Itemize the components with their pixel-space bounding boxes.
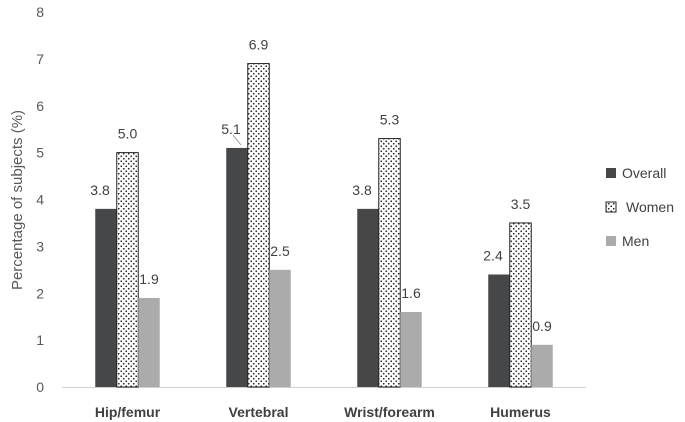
y-tick-label: 0 <box>36 379 44 395</box>
data-label-men: 1.6 <box>401 285 421 301</box>
bar-men-0 <box>138 297 160 387</box>
category-label: Hip/femur <box>95 404 161 420</box>
data-label-men: 0.9 <box>532 318 552 334</box>
bar-men-2 <box>400 312 422 387</box>
y-tick-label: 6 <box>36 98 44 114</box>
label-leader-line <box>232 134 242 146</box>
category-label: Wrist/forearm <box>344 404 435 420</box>
category-label: Humerus <box>490 404 551 420</box>
data-label-overall: 3.8 <box>352 182 372 198</box>
data-label-women: 5.0 <box>118 126 138 142</box>
bar-men-3 <box>531 344 553 387</box>
bar-overall-3 <box>488 274 510 387</box>
legend-label-overall: Overall <box>622 165 666 181</box>
y-axis-ticks: 0 1 2 3 4 5 6 7 8 <box>36 4 44 395</box>
data-label-men: 1.9 <box>139 271 159 287</box>
legend-swatch-overall <box>606 168 616 178</box>
y-tick-label: 2 <box>36 285 44 301</box>
bar-overall-2 <box>357 208 379 387</box>
y-axis-label: Percentage of subjects (%) <box>9 110 26 290</box>
legend-swatch-women <box>605 201 617 213</box>
data-label-women: 3.5 <box>511 196 531 212</box>
bar-overall-0 <box>95 208 117 387</box>
data-label-women: 6.9 <box>249 37 269 53</box>
y-tick-label: 3 <box>36 238 44 254</box>
y-tick-label: 1 <box>36 332 44 348</box>
bar-women-1 <box>247 63 270 388</box>
bars <box>95 63 553 388</box>
legend-label-men: Men <box>622 233 649 249</box>
bar-women-2 <box>378 138 401 388</box>
data-label-men: 2.5 <box>270 243 290 259</box>
data-label-overall: 3.8 <box>90 182 110 198</box>
legend: Overall Women Men <box>605 165 674 249</box>
category-label: Vertebral <box>229 404 289 420</box>
y-tick-label: 4 <box>36 192 44 208</box>
bar-overall-1 <box>226 147 248 387</box>
legend-label-women: Women <box>626 199 674 215</box>
legend-swatch-men <box>606 236 616 246</box>
y-tick-label: 5 <box>36 145 44 161</box>
data-labels: 3.8 5.0 1.9 5.1 6.9 2.5 3.8 5.3 1.6 2.4 3.5 0.9 <box>90 37 552 334</box>
bar-men-1 <box>269 269 291 387</box>
data-label-women: 5.3 <box>380 112 400 128</box>
data-label-overall: 2.4 <box>483 248 503 264</box>
data-label-overall: 5.1 <box>221 121 241 137</box>
category-labels: Hip/femur Vertebral Wrist/forearm Humerus <box>95 404 551 420</box>
bar-women-3 <box>509 222 532 388</box>
y-tick-label: 8 <box>36 4 44 20</box>
y-tick-label: 7 <box>36 51 44 67</box>
bar-women-0 <box>116 152 139 388</box>
